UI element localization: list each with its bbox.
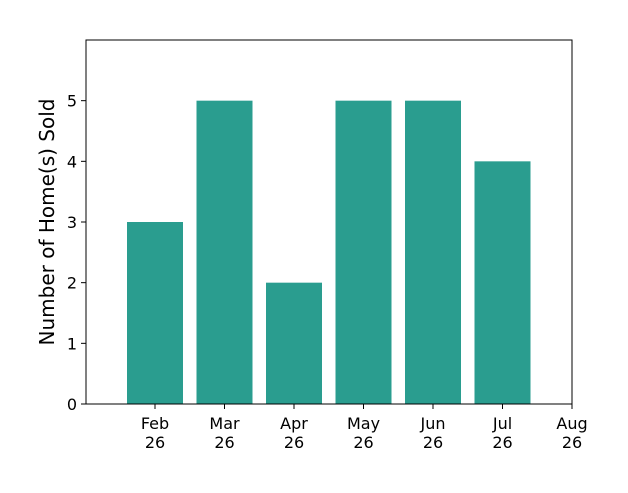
bar-feb-26 xyxy=(127,222,183,404)
x-tick-label-month: Feb xyxy=(141,414,169,433)
x-tick-label-year: 26 xyxy=(492,433,512,452)
y-tick-label: 0 xyxy=(67,395,77,414)
x-tick-label-year: 26 xyxy=(353,433,373,452)
y-axis: 0 1 2 3 4 5 xyxy=(67,92,86,414)
x-tick-label-month: Jun xyxy=(420,414,446,433)
x-tick-label-month: Mar xyxy=(209,414,240,433)
x-tick-label-month: Apr xyxy=(280,414,308,433)
x-tick-label-year: 26 xyxy=(145,433,165,452)
bar-apr-26 xyxy=(266,282,322,404)
bar-may-26 xyxy=(335,100,392,405)
x-tick-label-year: 26 xyxy=(423,433,443,452)
bar-jun-26 xyxy=(405,100,461,405)
x-tick-label-year: 26 xyxy=(214,433,234,452)
x-tick-label-year: 26 xyxy=(562,433,582,452)
y-tick-label: 2 xyxy=(67,274,77,293)
x-tick-label-month: Aug xyxy=(556,414,587,433)
x-tick-label-year: 26 xyxy=(284,433,304,452)
y-tick-label: 1 xyxy=(67,334,77,353)
y-axis-title: Number of Home(s) Sold xyxy=(35,99,59,346)
y-tick-label: 4 xyxy=(67,152,77,171)
bar-mar-26 xyxy=(196,100,253,405)
bars-group xyxy=(127,100,531,405)
x-tick-label-month: May xyxy=(347,414,380,433)
y-tick-label: 3 xyxy=(67,213,77,232)
y-tick-label: 5 xyxy=(67,92,77,111)
x-tick-label-month: Jul xyxy=(492,414,512,433)
bar-jul-26 xyxy=(474,161,531,404)
